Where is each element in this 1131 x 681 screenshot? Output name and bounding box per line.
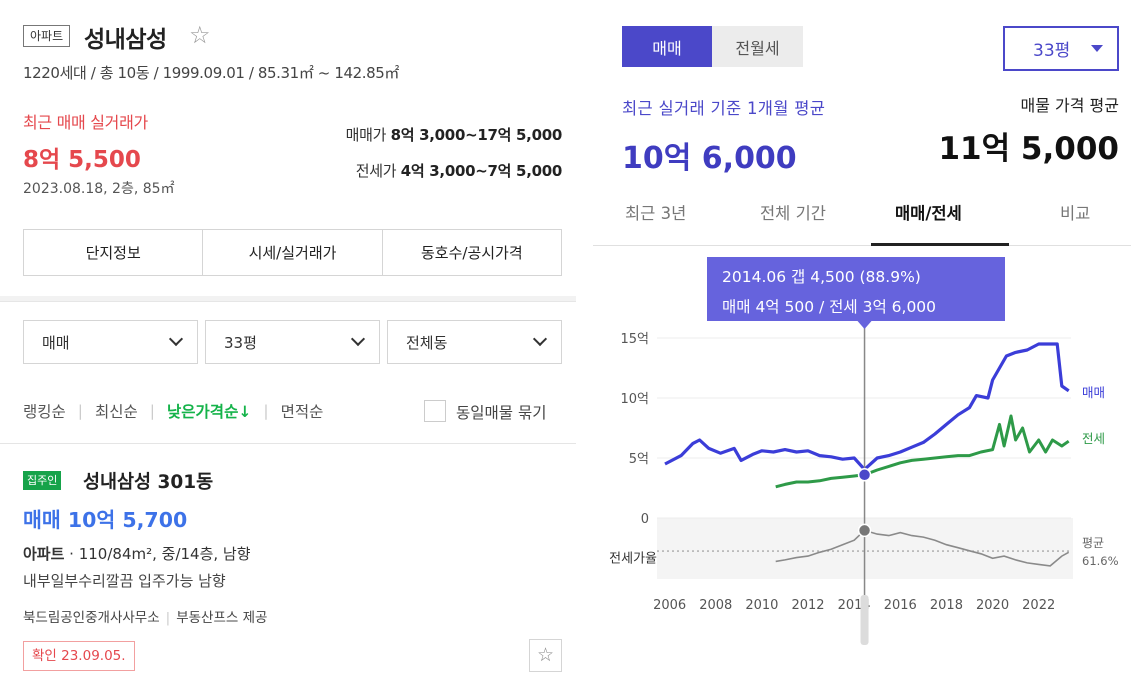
- active-tab-underline: [871, 243, 1009, 246]
- listing-favorite-button[interactable]: ☆: [529, 639, 562, 672]
- sort-area[interactable]: 면적순: [280, 403, 324, 421]
- chevron-down-icon: [168, 331, 184, 347]
- listing-price: 매매 10억 5,700: [23, 508, 188, 532]
- tab-all-period[interactable]: 전체 기간: [760, 204, 826, 223]
- listing-spec-detail: · 110/84m², 중/14층, 남향: [64, 545, 251, 563]
- listing-panel: 아파트 성내삼성 ☆ 1220세대 / 총 10동 / 1999.09.01 /…: [0, 21, 576, 672]
- x-tick-label: 2010: [745, 598, 778, 613]
- recent-trade-meta: 2023.08.18, 2층, 85㎡: [23, 181, 175, 197]
- sale-range-label: 매매가: [345, 126, 387, 144]
- chart-panel: 매매 전월세 33평 최근 실거래 기준 1개월 평균 10억 6,000 매물…: [593, 0, 1131, 681]
- complex-info-tabs: 단지정보 시세/실거래가 동호수/공시가격: [23, 229, 562, 276]
- x-tick-label: 2008: [699, 598, 732, 613]
- property-type-badge: 아파트: [23, 25, 71, 47]
- chart-size-value: 33평: [1033, 41, 1071, 61]
- confirm-date-badge: 확인 23.09.05.: [23, 641, 135, 671]
- tooltip-line-2: 매매 4억 500 / 전세 3억 6,000: [722, 298, 936, 316]
- jeonse-legend-label: 전세: [1082, 431, 1105, 446]
- sort-lowest-price[interactable]: 낮은가격순↓: [167, 403, 252, 421]
- recent-trade-label: 최근 매매 실거래가: [23, 113, 148, 132]
- complex-info: 1220세대 / 총 10동 / 1999.09.01 / 85.31㎡ ~ 1…: [23, 64, 400, 82]
- sale-series-line: [664, 342, 1070, 471]
- group-duplicates-checkbox[interactable]: [424, 400, 446, 422]
- trade-type-value: 매매: [42, 333, 70, 352]
- complex-title: 성내삼성: [84, 27, 167, 53]
- sort-divider: |: [77, 402, 84, 420]
- jeonse-highlight-point: [857, 468, 872, 482]
- chart-size-select[interactable]: 33평: [1003, 26, 1119, 71]
- tab-compare[interactable]: 비교: [1060, 204, 1091, 223]
- trade-type-select[interactable]: 매매: [23, 320, 198, 364]
- tab-recent-3-years[interactable]: 최근 3년: [625, 204, 687, 223]
- monthly-average-value: 10억 6,000: [622, 141, 797, 176]
- owner-badge: 집주인: [23, 471, 62, 490]
- listing-source: 북드림공인중개사사무소 | 부동산프스 제공: [23, 606, 267, 626]
- y-tick-label: 0: [641, 512, 649, 527]
- sale-legend-label: 매매: [1082, 385, 1105, 400]
- listing-spec: 아파트 · 110/84m², 중/14층, 남향: [23, 543, 251, 564]
- x-tick-label: 2006: [653, 598, 686, 613]
- chevron-down-icon: [350, 331, 366, 347]
- sort-options: 랭킹순 | 최신순 | 낮은가격순↓ | 면적순: [23, 400, 323, 422]
- segment-rent[interactable]: 전월세: [712, 26, 803, 67]
- tab-unit-public-price[interactable]: 동호수/공시가격: [420, 244, 523, 262]
- segment-sale[interactable]: 매매: [622, 26, 712, 67]
- listing-spec-type: 아파트: [23, 545, 65, 563]
- sort-ranking[interactable]: 랭킹순: [23, 403, 66, 421]
- y-tick-label: 5억: [629, 452, 649, 467]
- jeonse-series-line: [775, 414, 1070, 489]
- sort-divider: |: [263, 402, 269, 420]
- period-tabs: 최근 3년 전체 기간 매매/전세 비교: [593, 192, 1131, 246]
- ratio-average-value: 61.6%: [1082, 554, 1119, 568]
- x-tick-label: 2020: [976, 598, 1009, 613]
- dong-value: 전체동: [406, 333, 448, 352]
- x-tick-label: 2016: [884, 598, 917, 613]
- dong-select[interactable]: 전체동: [387, 320, 562, 364]
- section-divider: [0, 296, 576, 302]
- ratio-highlight-point: [857, 523, 872, 538]
- listing-average-label: 매물 가격 평균: [1020, 96, 1120, 115]
- tooltip-line-1: 2014.06 갭 4,500 (88.9%): [722, 268, 921, 286]
- ratio-average-label: 평균: [1082, 536, 1104, 550]
- tooltip-arrow: [857, 321, 872, 329]
- source-divider: |: [165, 610, 171, 626]
- ratio-series-line: [775, 529, 1070, 567]
- jeonse-range-label: 전세가: [355, 162, 397, 180]
- chart-tooltip: [707, 257, 1005, 321]
- provider-name: 부동산프스 제공: [176, 610, 268, 626]
- recent-trade-price: 8억 5,500: [23, 147, 141, 173]
- tab-complex-info[interactable]: 단지정보: [24, 230, 204, 275]
- scroll-handle: [860, 595, 869, 645]
- group-duplicates-label: 동일매물 묶기: [456, 404, 547, 422]
- ratio-axis-label: 전세가율: [609, 551, 657, 566]
- x-tick-label: 2018: [930, 598, 963, 613]
- sale-price-range: 매매가 8억 3,000~17억 5,000: [345, 124, 563, 145]
- monthly-average-label: 최근 실거래 기준 1개월 평균: [622, 99, 826, 118]
- listing-description: 내부일부수리깔끔 입주가능 남향: [23, 572, 226, 590]
- x-tick-label: 2022: [1022, 598, 1055, 613]
- agent-name: 북드림공인중개사사무소: [23, 610, 160, 626]
- y-tick-label: 15억: [620, 332, 649, 347]
- jeonse-price-range: 전세가 4억 3,000~7억 5,000: [355, 160, 563, 181]
- star-outline-icon: ☆: [536, 644, 555, 666]
- sort-divider: |: [149, 402, 156, 420]
- listing-average-value: 11억 5,000: [938, 131, 1119, 167]
- tab-sale-vs-jeonse[interactable]: 매매/전세: [895, 204, 962, 223]
- sort-latest[interactable]: 최신순: [95, 403, 138, 421]
- listing-title[interactable]: 성내삼성 301동: [83, 472, 214, 493]
- size-value: 33평: [224, 333, 257, 352]
- sale-range-value: 8억 3,000~17억 5,000: [390, 126, 563, 144]
- list-divider: [0, 443, 576, 444]
- tab-market-price[interactable]: 시세/실거래가: [203, 230, 383, 275]
- y-tick-label: 10억: [620, 392, 649, 407]
- jeonse-range-value: 4억 3,000~7억 5,000: [400, 162, 563, 180]
- favorite-star-icon[interactable]: ☆: [189, 21, 211, 49]
- size-select[interactable]: 33평: [205, 320, 380, 364]
- x-tick-label: 2012: [791, 598, 824, 613]
- caret-down-icon: [1091, 45, 1103, 52]
- chevron-down-icon: [532, 331, 548, 347]
